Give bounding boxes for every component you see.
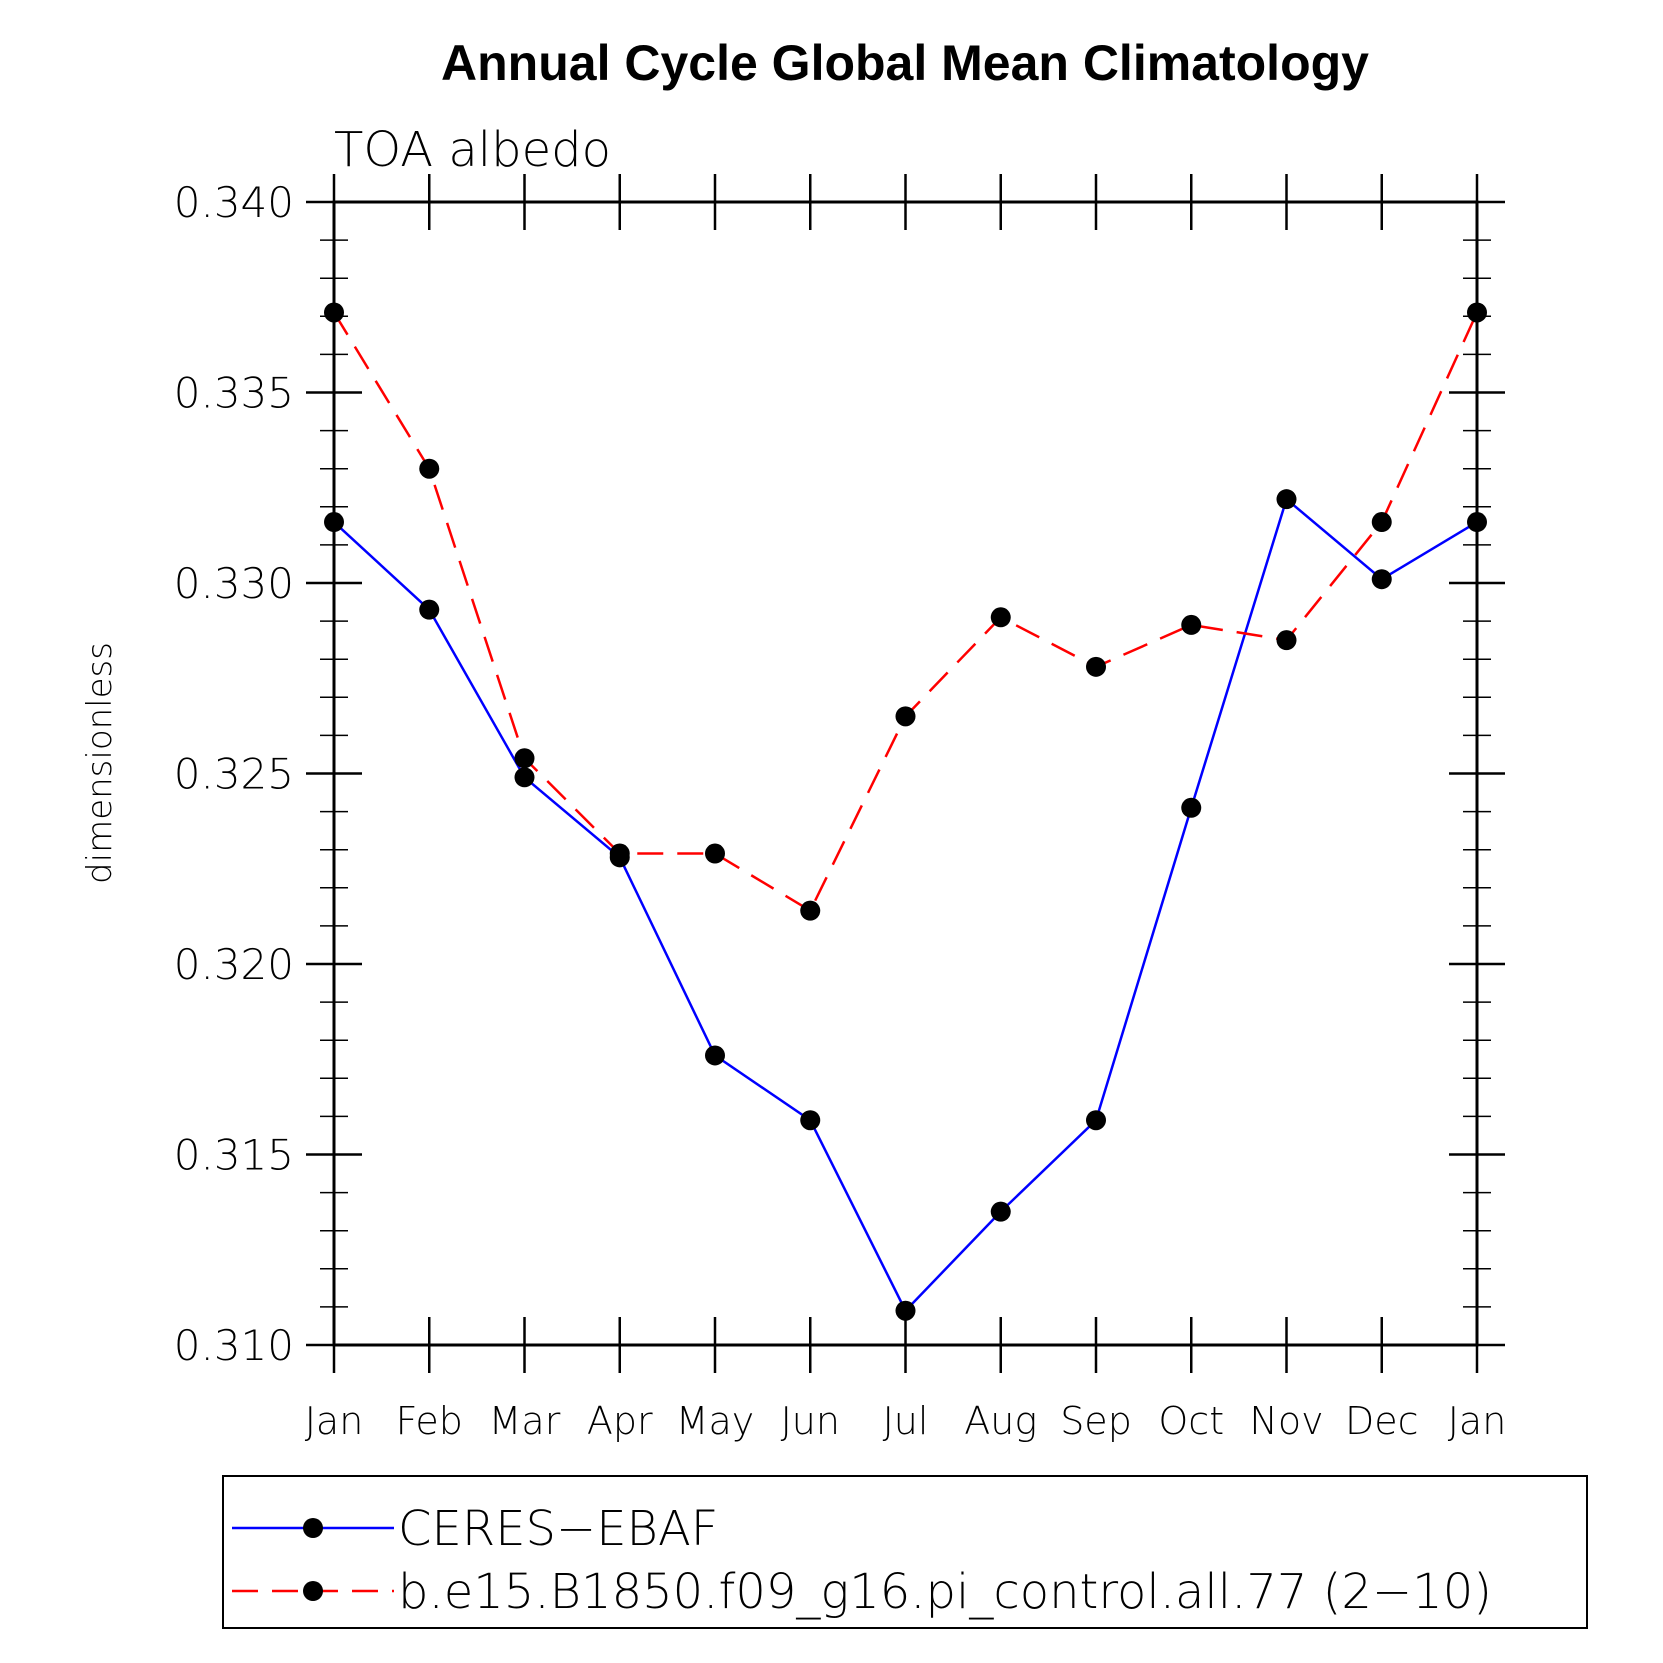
series-1	[324, 489, 1487, 1321]
x-tick-label: Jun	[781, 1399, 840, 1443]
data-point	[1181, 797, 1202, 818]
y-tick-label: 0.340	[174, 178, 294, 227]
x-tick-label: May	[676, 1399, 755, 1443]
x-tick-label: Dec	[1345, 1399, 1419, 1443]
data-point	[705, 1045, 725, 1066]
legend-items: CERES−EBAF b.e15.B1850.f09_g16.pi_control…	[232, 1501, 1492, 1620]
legend-label: CERES−EBAF	[398, 1501, 718, 1557]
legend-marker	[303, 1518, 323, 1538]
chart-title: Annual Cycle Global Mean Climatology	[441, 35, 1369, 91]
data-point	[895, 706, 916, 727]
y-axis-label: dimensionless	[80, 642, 120, 884]
series-layer	[324, 302, 1487, 1321]
data-point	[705, 843, 725, 864]
legend-box	[222, 1475, 1588, 1629]
y-tick-label: 0.335	[174, 369, 294, 418]
x-tick-label: Jan	[305, 1399, 364, 1443]
x-tick-label: Nov	[1249, 1399, 1323, 1443]
data-point	[1276, 489, 1297, 510]
y-tick-labels: 0.310 0.315 0.320 0.325 0.330 0.335 0.340	[174, 178, 294, 1370]
data-point	[609, 843, 630, 864]
x-tick-label: Sep	[1060, 1399, 1132, 1443]
y-tick-label: 0.310	[174, 1321, 294, 1370]
data-point	[1086, 656, 1106, 677]
chart-subtitle: TOA albedo	[334, 122, 611, 178]
data-point	[800, 900, 821, 921]
data-point	[990, 607, 1011, 628]
y-tick-label: 0.330	[174, 559, 294, 608]
y-tick-label: 0.320	[174, 940, 294, 989]
data-point	[800, 1110, 821, 1131]
x-tick-label: Aug	[964, 1399, 1037, 1443]
data-point	[419, 599, 440, 620]
series-line	[333, 497, 1478, 1313]
series-2	[324, 302, 1487, 921]
data-point	[514, 767, 535, 788]
legend: CERES−EBAF b.e15.B1850.f09_g16.pi_control…	[222, 1475, 1588, 1629]
data-point	[990, 1201, 1011, 1222]
series-line	[332, 311, 1479, 913]
data-point	[419, 458, 440, 479]
x-tick-label: Mar	[489, 1399, 561, 1443]
y-tick-label: 0.325	[174, 750, 294, 799]
y-tick-label: 0.315	[174, 1131, 294, 1180]
legend-entry: b.e15.B1850.f09_g16.pi_control.all.77 (2…	[232, 1564, 1492, 1620]
legend-label: b.e15.B1850.f09_g16.pi_control.all.77 (2…	[398, 1564, 1492, 1620]
data-point	[514, 748, 535, 769]
axis-ticks	[306, 174, 1505, 1373]
data-point	[895, 1300, 916, 1321]
x-tick-label: Jan	[1448, 1399, 1507, 1443]
legend-marker	[303, 1581, 323, 1601]
x-tick-labels: Jan Feb Mar Apr May Jun Jul Aug Sep Oct Nov Dec Jan	[305, 1399, 1507, 1443]
data-point	[1371, 512, 1392, 533]
x-tick-label: Apr	[587, 1399, 653, 1443]
plot-frame	[332, 200, 1479, 1347]
x-tick-label: Oct	[1158, 1399, 1224, 1443]
data-point	[1371, 569, 1392, 590]
data-point	[1181, 614, 1202, 635]
data-point	[1276, 630, 1297, 651]
x-tick-label: Feb	[396, 1399, 463, 1443]
data-point	[1086, 1110, 1106, 1131]
legend-entry: CERES−EBAF	[232, 1501, 718, 1557]
x-tick-label: Jul	[883, 1399, 929, 1443]
